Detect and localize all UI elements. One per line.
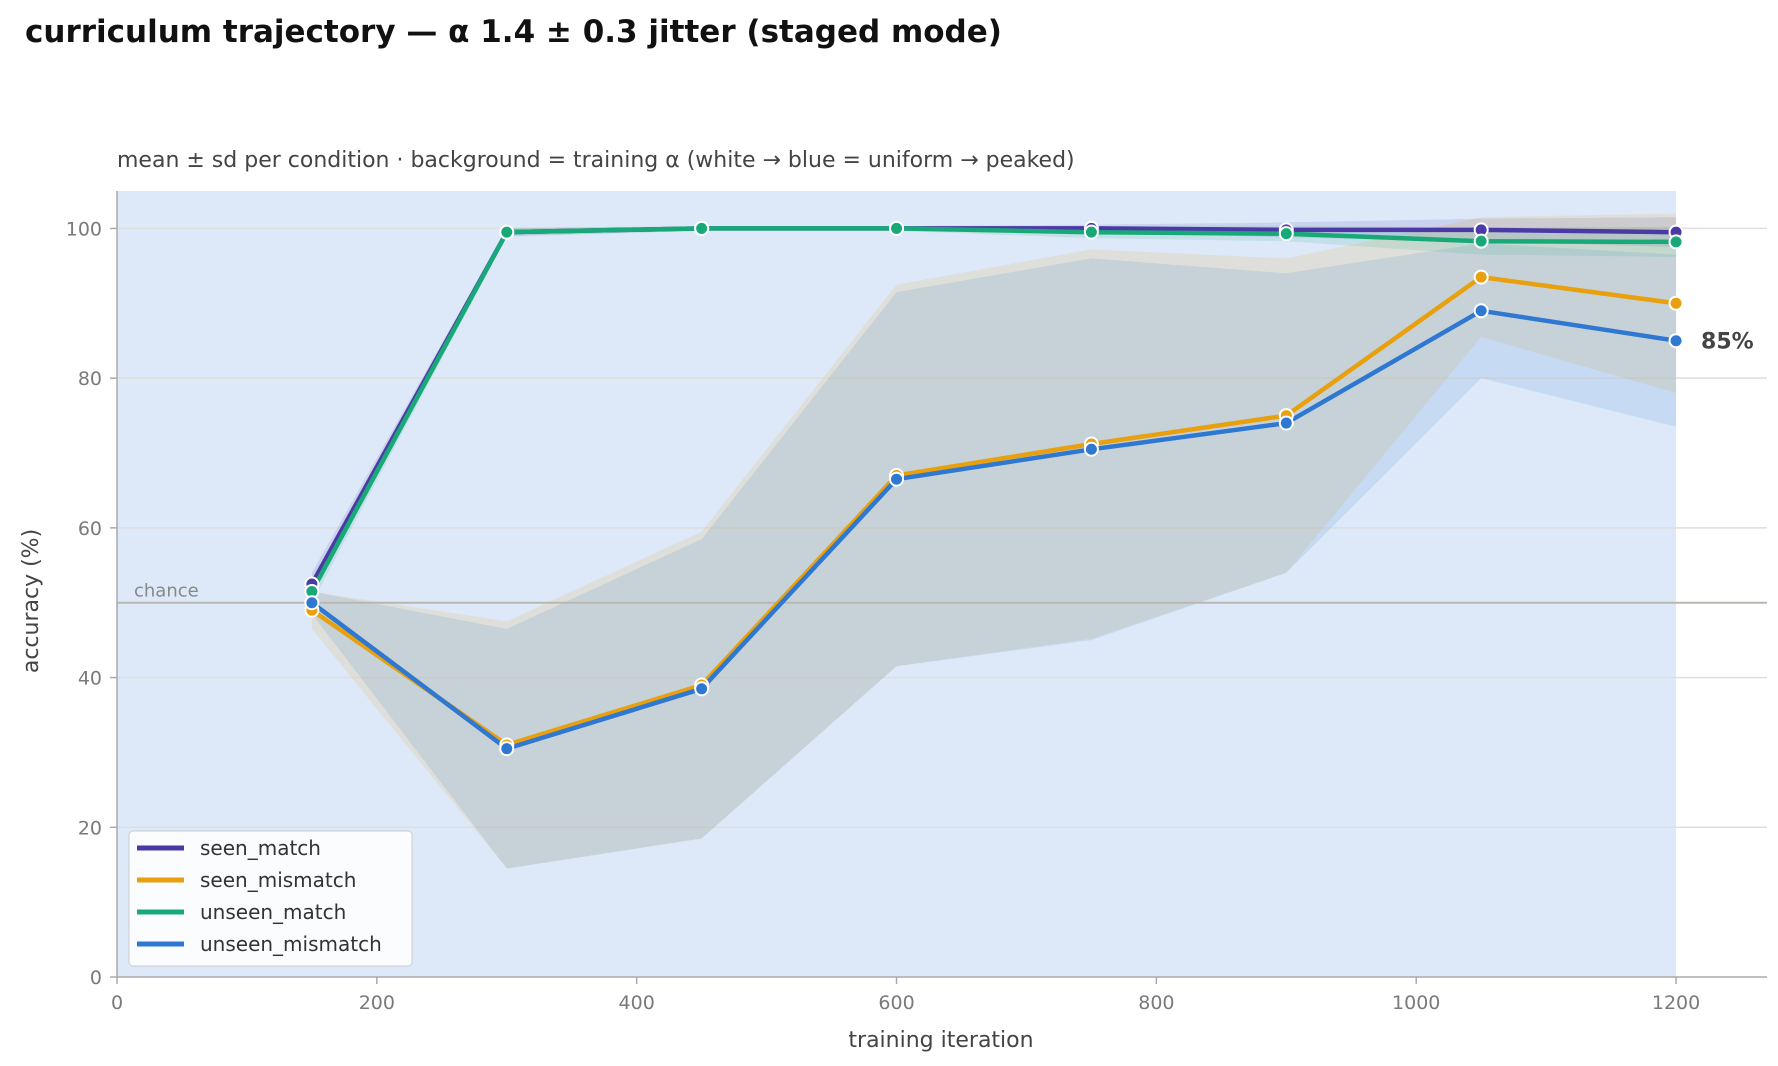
- data-point-unseen_match: [499, 224, 515, 240]
- data-point-unseen_match: [1278, 226, 1294, 242]
- data-point-unseen_mismatch: [1278, 415, 1294, 431]
- series-lines: [309, 226, 1679, 751]
- data-point-unseen_mismatch: [889, 471, 905, 487]
- y-tick-label: 80: [78, 368, 102, 390]
- y-tick-label: 0: [90, 967, 102, 989]
- series-line-seen_mismatch: [309, 274, 1679, 748]
- data-point-unseen_match: [889, 220, 905, 236]
- data-point-unseen_match: [1083, 224, 1099, 240]
- data-point-unseen_match: [1668, 234, 1684, 250]
- sd-band-unseen_mismatch: [311, 243, 1677, 869]
- series-line-unseen_mismatch: [309, 308, 1679, 751]
- legend: seen_match seen_mismatch unseen_matchunsee…: [128, 830, 413, 967]
- chance-label: chance: [134, 581, 199, 602]
- y-tick-label: 60: [78, 518, 102, 540]
- data-point-unseen_mismatch: [499, 741, 515, 757]
- y-tick-label: 100: [66, 218, 102, 240]
- data-point-unseen_mismatch: [1668, 333, 1684, 349]
- chart-subtitle: mean ± sd per condition · background = t…: [117, 148, 1075, 173]
- legend-label-unseen_match: unseen_match: [200, 900, 346, 924]
- legend-label-seen_mismatch: seen_mismatch: [200, 868, 356, 892]
- series-points: [304, 220, 1684, 757]
- y-tick-label: 20: [78, 817, 102, 839]
- x-tick-label: 1200: [1652, 992, 1700, 1014]
- x-tick-label: 600: [878, 992, 914, 1014]
- data-point-unseen_match: [1473, 233, 1489, 249]
- legend-box: [128, 830, 413, 967]
- x-tick-label: 0: [111, 992, 123, 1014]
- data-point-seen_mismatch: [1668, 295, 1684, 311]
- chart-title: curriculum trajectory — α 1.4 ± 0.3 jitt…: [25, 14, 1002, 50]
- y-axis-label: accuracy (%): [19, 529, 44, 673]
- data-point-unseen_mismatch: [694, 681, 710, 697]
- y-tick-label: 40: [78, 668, 102, 690]
- x-tick-label: 200: [359, 992, 395, 1014]
- data-point-unseen_mismatch: [304, 595, 320, 611]
- legend-label-seen_match: seen_match: [200, 836, 321, 860]
- x-tick-label: 1000: [1392, 992, 1440, 1014]
- data-point-unseen_match: [694, 220, 710, 236]
- data-point-unseen_mismatch: [1083, 441, 1099, 457]
- end-value-label: 85%: [1701, 330, 1754, 355]
- series-line-unseen_match: [309, 226, 1679, 594]
- legend-label-unseen_mismatch: unseen_mismatch: [200, 932, 382, 956]
- x-tick-label: 800: [1138, 992, 1174, 1014]
- x-tick-label: 400: [619, 992, 655, 1014]
- data-point-unseen_mismatch: [1473, 303, 1489, 319]
- x-axis-label: training iteration: [848, 1028, 1033, 1053]
- data-point-seen_mismatch: [1473, 269, 1489, 285]
- axes: 0 200 400 600 800 1000 1200 0 20 40 60 80 100: [66, 191, 1767, 1014]
- annotations: 85%: [1701, 330, 1754, 355]
